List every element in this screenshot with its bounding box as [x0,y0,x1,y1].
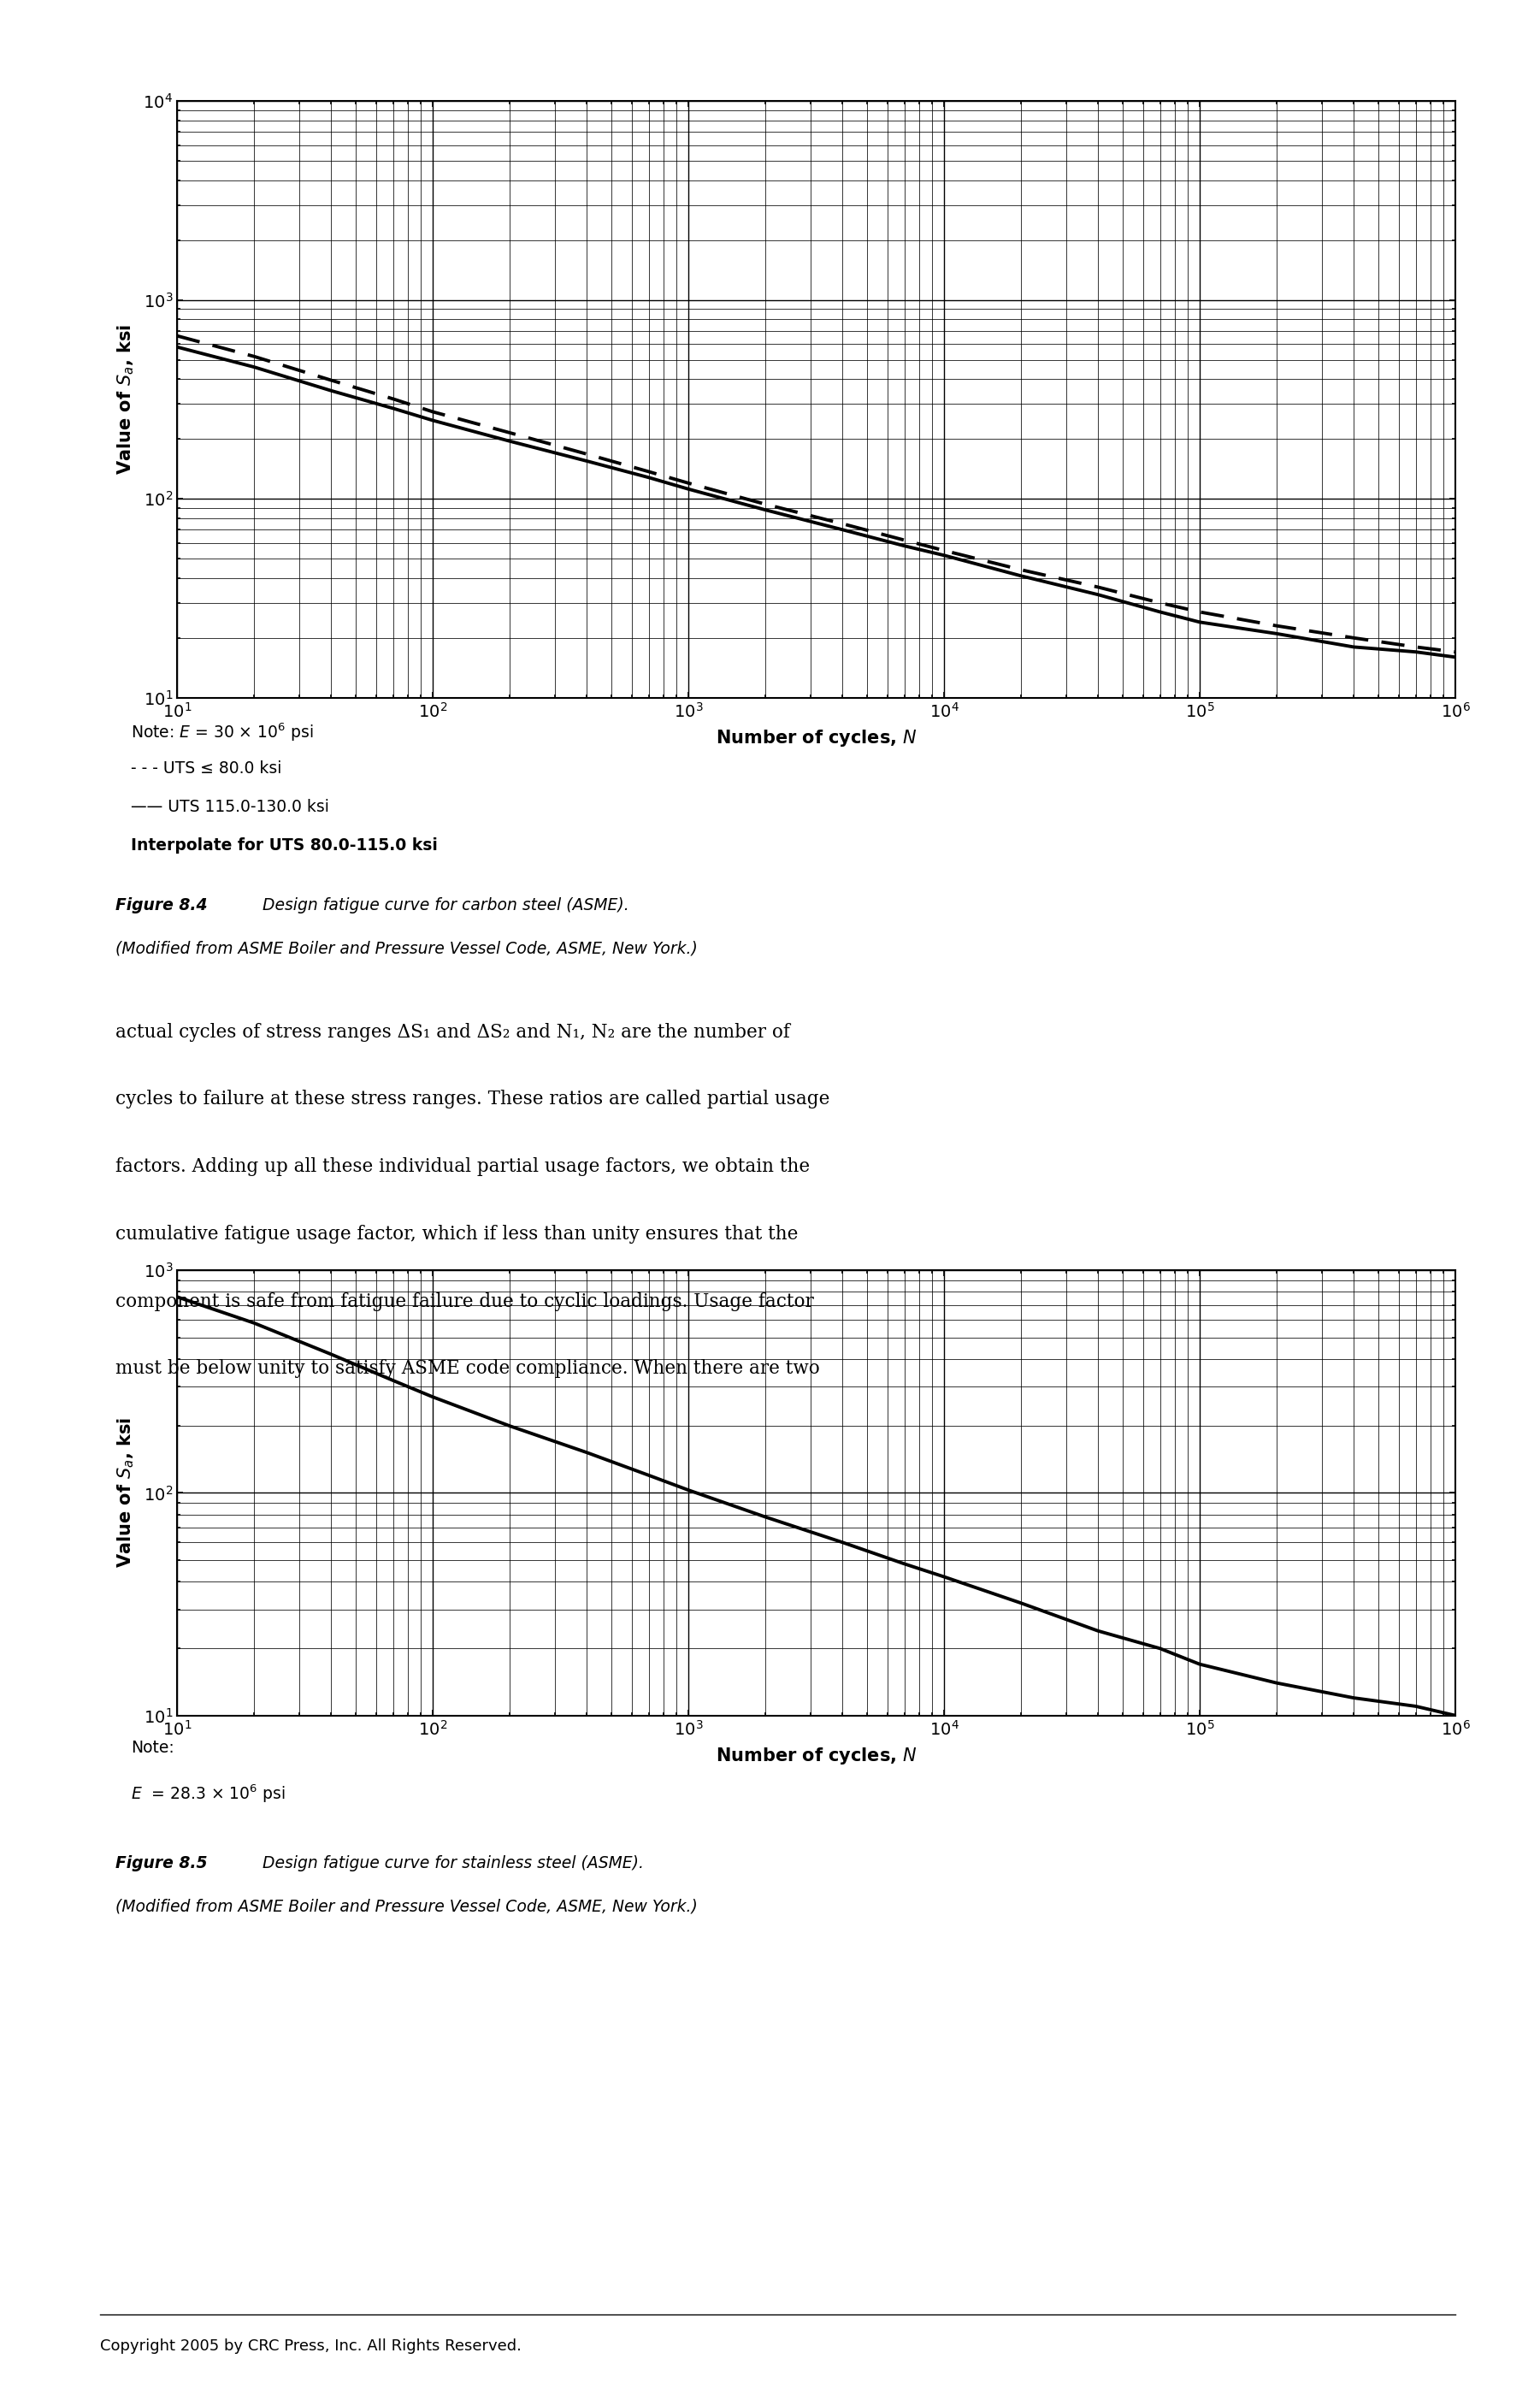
X-axis label: Number of cycles, $N$: Number of cycles, $N$ [716,727,916,748]
Text: factors. Adding up all these individual partial usage factors, we obtain the: factors. Adding up all these individual … [115,1157,810,1177]
Text: Note: $E$ = 30 $\times$ 10$^6$ psi: Note: $E$ = 30 $\times$ 10$^6$ psi [131,722,314,743]
Y-axis label: Value of $S_a$, ksi: Value of $S_a$, ksi [115,1417,136,1569]
Text: (Modified from ASME Boiler and Pressure Vessel Code, ASME, New York.): (Modified from ASME Boiler and Pressure … [115,941,698,958]
Text: Figure 8.5: Figure 8.5 [115,1855,208,1872]
Text: cycles to failure at these stress ranges. These ratios are called partial usage: cycles to failure at these stress ranges… [115,1090,830,1109]
Text: must be below unity to satisfy ASME code compliance. When there are two: must be below unity to satisfy ASME code… [115,1359,819,1379]
Text: cumulative fatigue usage factor, which if less than unity ensures that the: cumulative fatigue usage factor, which i… [115,1225,798,1244]
Text: - - - UTS ≤ 80.0 ksi: - - - UTS ≤ 80.0 ksi [131,760,282,777]
Text: Interpolate for UTS 80.0-115.0 ksi: Interpolate for UTS 80.0-115.0 ksi [131,837,437,854]
Text: Design fatigue curve for carbon steel (ASME).: Design fatigue curve for carbon steel (A… [257,897,628,914]
Text: Design fatigue curve for stainless steel (ASME).: Design fatigue curve for stainless steel… [257,1855,644,1872]
Text: actual cycles of stress ranges ΔS₁ and ΔS₂ and N₁, N₂ are the number of: actual cycles of stress ranges ΔS₁ and Δ… [115,1023,790,1042]
Y-axis label: Value of $S_a$, ksi: Value of $S_a$, ksi [115,325,136,474]
X-axis label: Number of cycles, $N$: Number of cycles, $N$ [716,1744,916,1766]
Text: Figure 8.4: Figure 8.4 [115,897,208,914]
Text: —— UTS 115.0-130.0 ksi: —— UTS 115.0-130.0 ksi [131,799,330,816]
Text: $E$  = 28.3 $\times$ 10$^6$ psi: $E$ = 28.3 $\times$ 10$^6$ psi [131,1783,285,1804]
Text: (Modified from ASME Boiler and Pressure Vessel Code, ASME, New York.): (Modified from ASME Boiler and Pressure … [115,1898,698,1915]
Text: Note:: Note: [131,1740,174,1756]
Text: Copyright 2005 by CRC Press, Inc. All Rights Reserved.: Copyright 2005 by CRC Press, Inc. All Ri… [100,2339,522,2353]
Text: component is safe from fatigue failure due to cyclic loadings. Usage factor: component is safe from fatigue failure d… [115,1292,813,1311]
